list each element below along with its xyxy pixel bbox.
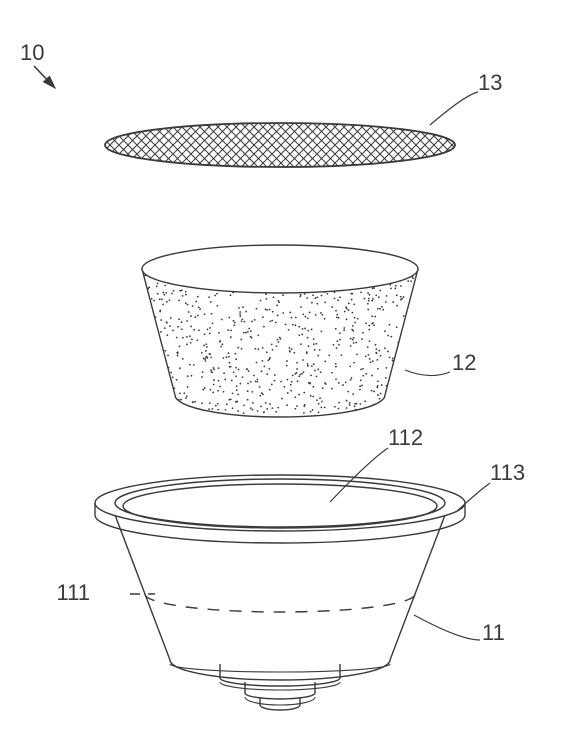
svg-text:10: 10 (20, 40, 44, 65)
insert-part (141, 244, 418, 418)
exploded-diagram: 10131211211311111 (0, 0, 571, 744)
svg-text:12: 12 (452, 350, 476, 375)
svg-text:111: 111 (57, 580, 90, 605)
svg-text:112: 112 (388, 425, 423, 450)
lid-part (83, 118, 524, 172)
svg-text:113: 113 (490, 460, 525, 485)
svg-text:11: 11 (482, 620, 505, 645)
svg-text:13: 13 (478, 70, 502, 95)
